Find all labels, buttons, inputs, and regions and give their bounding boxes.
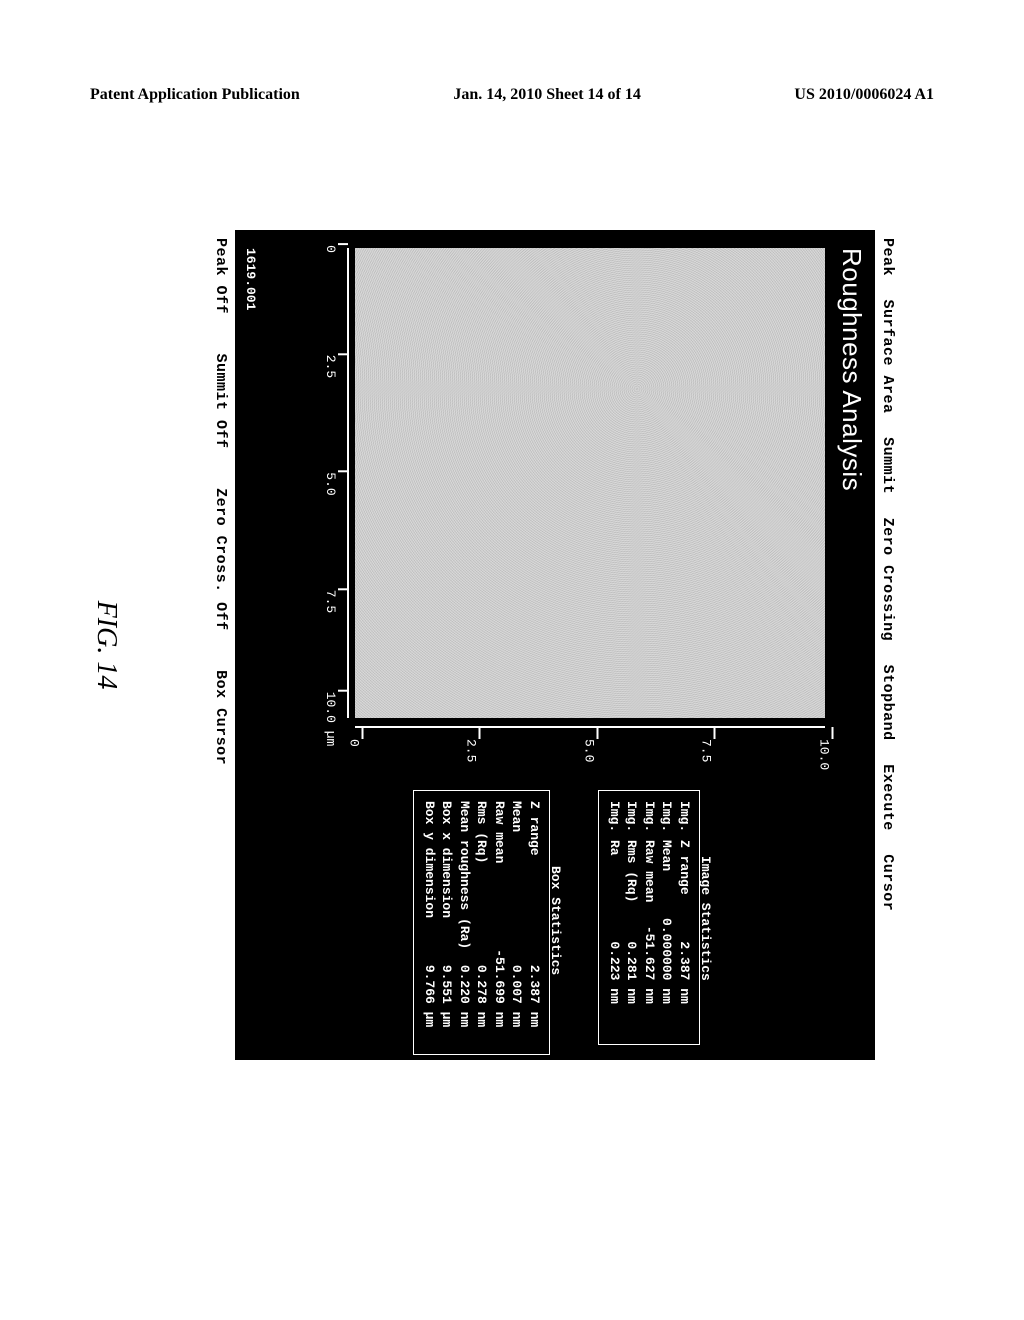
- y-tick: 10.0: [817, 727, 834, 739]
- y-tick: 2.5: [464, 727, 481, 739]
- stat-row: Img. Z range 2.387 nm: [675, 801, 693, 1034]
- menubar: Peak Surface Area Summit Zero Crossing S…: [875, 230, 900, 1060]
- menu-execute[interactable]: Execute: [879, 764, 896, 831]
- stat-row: Img. Raw mean -51.627 nm: [640, 801, 658, 1034]
- stat-row: Img. Mean 0.000000 nm: [658, 801, 676, 1034]
- status-box-cursor: Box Cursor: [212, 670, 229, 765]
- stat-row: Mean 0.007 nm: [508, 801, 526, 1044]
- y-tick: 0: [347, 727, 364, 739]
- menu-surface-area[interactable]: Surface Area: [879, 300, 896, 414]
- x-axis: 0 2.5 5.0 7.5 10.0 µm: [347, 248, 349, 718]
- x-tick: 7.5: [338, 588, 348, 613]
- status-zero-cross: Zero Cross. Off: [212, 488, 229, 631]
- stat-row: Box y dimension 9.766 µm: [420, 801, 438, 1044]
- status-bar: Peak Off Summit Off Zero Cross. Off Box …: [206, 230, 235, 1060]
- y-axis: 10.0 7.5 5.0 2.5 0: [355, 726, 825, 728]
- status-summit: Summit Off: [212, 354, 229, 449]
- y-tick: 7.5: [699, 727, 716, 739]
- stat-row: Raw mean -51.699 nm: [490, 801, 508, 1044]
- stat-row: Img. Ra 0.223 nm: [605, 801, 623, 1034]
- stat-row: Mean roughness (Ra) 0.220 nm: [455, 801, 473, 1044]
- image-stats-title: Image Statistics: [698, 850, 713, 987]
- page-header: Patent Application Publication Jan. 14, …: [90, 86, 934, 104]
- x-tick: 5.0: [338, 470, 348, 495]
- analysis-title: Roughness Analysis: [836, 248, 867, 491]
- pub-number: US 2010/0006024 A1: [794, 86, 934, 104]
- file-id: 1619.001: [243, 248, 258, 310]
- x-tick: 0: [338, 243, 348, 253]
- figure-rotated-wrap: Peak Surface Area Summit Zero Crossing S…: [105, 265, 935, 1025]
- menu-cursor[interactable]: Cursor: [879, 854, 896, 911]
- pub-label: Patent Application Publication: [90, 86, 300, 104]
- menu-zero-crossing[interactable]: Zero Crossing: [879, 518, 896, 642]
- image-stats-box: Img. Z range 2.387 nm Img. Mean 0.000000…: [598, 790, 700, 1045]
- content-area: Roughness Analysis 10.0 7.5 5.0 2.5 0 0 …: [235, 230, 875, 1060]
- afm-noise-overlay: [355, 248, 825, 718]
- date-sheet: Jan. 14, 2010 Sheet 14 of 14: [453, 86, 641, 104]
- box-stats-box: Z range 2.387 nm Mean 0.007 nm Raw mean …: [413, 790, 550, 1055]
- stat-row: Rms (Rq) 0.278 nm: [473, 801, 491, 1044]
- stat-row: Z range 2.387 nm: [525, 801, 543, 1044]
- x-tick: 10.0 µm: [338, 690, 348, 747]
- menu-summit[interactable]: Summit: [879, 437, 896, 494]
- analysis-app: Peak Surface Area Summit Zero Crossing S…: [140, 230, 900, 1060]
- menu-peak[interactable]: Peak: [879, 238, 896, 276]
- y-tick: 5.0: [582, 727, 599, 739]
- status-peak: Peak Off: [212, 238, 229, 314]
- stat-row: Box x dimension 9.551 µm: [438, 801, 456, 1044]
- stat-row: Img. Rms (Rq) 0.281 nm: [623, 801, 641, 1034]
- x-tick: 2.5: [338, 353, 348, 378]
- afm-image[interactable]: [355, 248, 825, 718]
- box-stats-title: Box Statistics: [548, 860, 563, 981]
- figure-label: FIG. 14: [90, 601, 122, 690]
- menu-stopband[interactable]: Stopband: [879, 665, 896, 741]
